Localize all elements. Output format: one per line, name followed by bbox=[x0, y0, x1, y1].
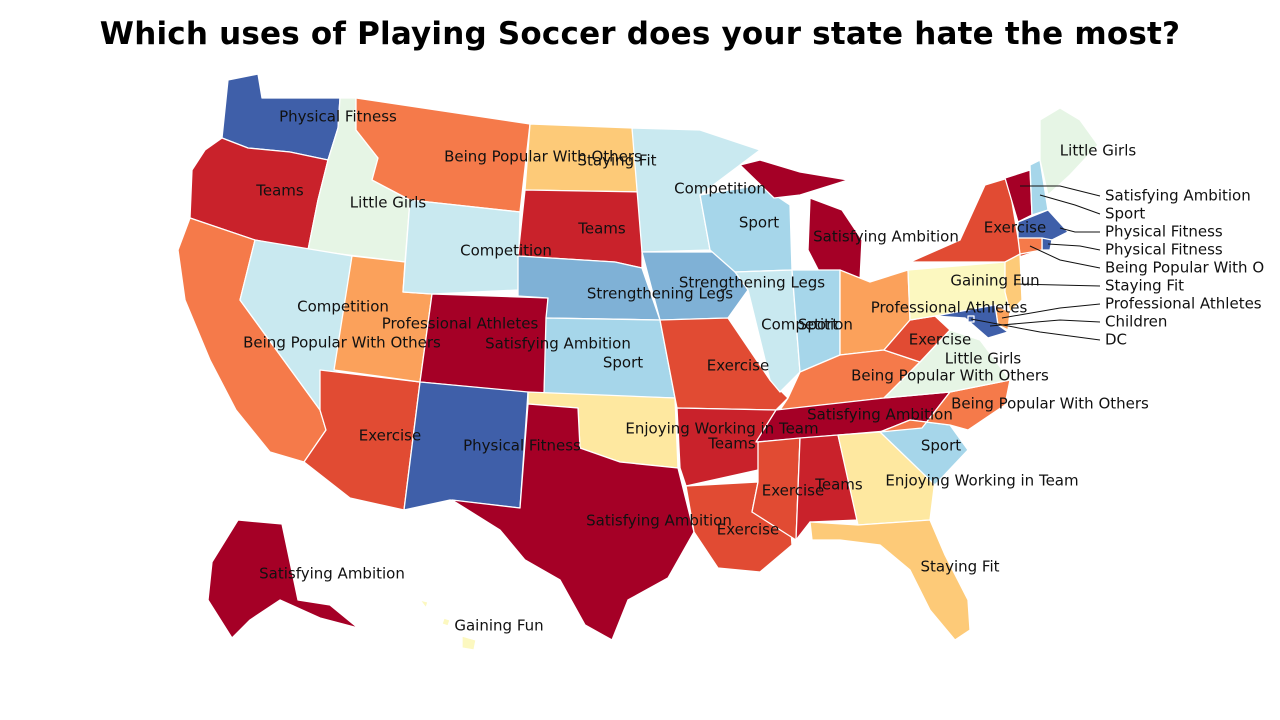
leader-de bbox=[1001, 303, 1101, 319]
label-wi: Sport bbox=[739, 214, 779, 232]
label-mi: Satisfying Ambition bbox=[813, 228, 959, 246]
label-nv: Competition bbox=[297, 298, 389, 316]
label-ms: Exercise bbox=[762, 482, 824, 500]
leader-ri bbox=[1047, 243, 1101, 251]
leader-lines bbox=[970, 185, 1101, 341]
label-az: Exercise bbox=[359, 427, 421, 445]
label-ne: Strengthening Legs bbox=[587, 285, 733, 303]
label-nd: Staying Fit bbox=[577, 152, 656, 170]
label-sc: Sport bbox=[921, 437, 961, 455]
label-ky: Being Popular With Others bbox=[851, 367, 1049, 385]
label-fl: Staying Fit bbox=[920, 558, 999, 576]
label-md: Children bbox=[1105, 313, 1167, 331]
label-nj: Staying Fit bbox=[1105, 277, 1184, 295]
state-ma[interactable] bbox=[1017, 209, 1069, 241]
label-wa: Physical Fitness bbox=[279, 108, 397, 126]
leader-ma bbox=[1059, 227, 1100, 233]
state-me[interactable] bbox=[1039, 107, 1099, 196]
label-ri: Physical Fitness bbox=[1105, 241, 1223, 259]
state-mo[interactable] bbox=[659, 317, 789, 411]
label-or: Teams bbox=[255, 182, 304, 200]
state-ar[interactable] bbox=[676, 407, 777, 487]
state-nj[interactable] bbox=[1004, 253, 1023, 313]
label-nh: Sport bbox=[1105, 205, 1145, 223]
state-ga[interactable] bbox=[837, 431, 936, 526]
state-wy[interactable] bbox=[402, 199, 521, 295]
label-ak: Satisfying Ambition bbox=[259, 565, 405, 583]
label-pa: Gaining Fun bbox=[950, 272, 1039, 290]
leader-dc bbox=[970, 318, 1101, 341]
label-ks: Sport bbox=[603, 354, 643, 372]
label-ia: Strengthening Legs bbox=[679, 274, 825, 292]
label-vt: Satisfying Ambition bbox=[1105, 187, 1251, 205]
label-ny: Exercise bbox=[984, 219, 1046, 237]
state-fl[interactable] bbox=[809, 519, 971, 641]
leader-vt bbox=[1020, 185, 1101, 197]
label-me: Little Girls bbox=[1060, 142, 1137, 160]
label-ok: Enjoying Working in Team bbox=[625, 420, 818, 438]
leader-nj bbox=[1013, 283, 1101, 287]
label-mt: Being Popular With Others bbox=[444, 148, 642, 166]
label-il: Competition bbox=[761, 316, 853, 334]
state-ak[interactable] bbox=[207, 519, 359, 639]
label-mn: Competition bbox=[674, 180, 766, 198]
label-oh: Professional Athletes bbox=[871, 299, 1028, 317]
label-al: Teams bbox=[814, 476, 863, 494]
label-wy: Competition bbox=[460, 242, 552, 260]
state-wv[interactable] bbox=[883, 315, 951, 363]
label-mo: Exercise bbox=[707, 357, 769, 375]
label-hi: Gaining Fun bbox=[454, 617, 543, 635]
label-ga: Enjoying Working in Team bbox=[885, 472, 1078, 490]
label-ma: Physical Fitness bbox=[1105, 223, 1223, 241]
state-al[interactable] bbox=[795, 434, 859, 541]
label-tx: Satisfying Ambition bbox=[586, 512, 732, 530]
label-co: Satisfying Ambition bbox=[485, 335, 631, 353]
state-ms[interactable] bbox=[751, 437, 801, 541]
label-wv: Exercise bbox=[909, 331, 971, 349]
state-hi[interactable] bbox=[419, 599, 477, 651]
state-tx[interactable] bbox=[451, 403, 695, 641]
label-tn: Satisfying Ambition bbox=[807, 406, 953, 424]
label-ca: Being Popular With Others bbox=[243, 334, 441, 352]
label-nm: Physical Fitness bbox=[463, 437, 581, 455]
side-labels: Satisfying Ambition Sport Physical Fitne… bbox=[1105, 187, 1264, 349]
leader-nh bbox=[1039, 194, 1101, 215]
state-labels: Physical Fitness Teams Being Popular Wit… bbox=[243, 108, 1149, 635]
label-ut: Professional Athletes bbox=[382, 315, 539, 333]
label-id: Little Girls bbox=[350, 194, 427, 212]
leader-ct bbox=[1029, 245, 1101, 269]
label-sd: Teams bbox=[577, 220, 626, 238]
label-ar: Teams bbox=[707, 435, 756, 453]
label-ct: Being Popular With O bbox=[1105, 259, 1264, 277]
label-in: Sport bbox=[798, 316, 838, 334]
label-nc: Being Popular With Others bbox=[951, 395, 1149, 413]
label-la: Exercise bbox=[717, 521, 779, 539]
label-de: Professional Athletes bbox=[1105, 295, 1262, 313]
state-nc[interactable] bbox=[879, 379, 1011, 433]
label-dc: DC bbox=[1105, 331, 1127, 349]
map-title: Which uses of Playing Soccer does your s… bbox=[99, 16, 1181, 52]
label-va: Little Girls bbox=[945, 350, 1022, 368]
leader-md bbox=[989, 319, 1101, 327]
